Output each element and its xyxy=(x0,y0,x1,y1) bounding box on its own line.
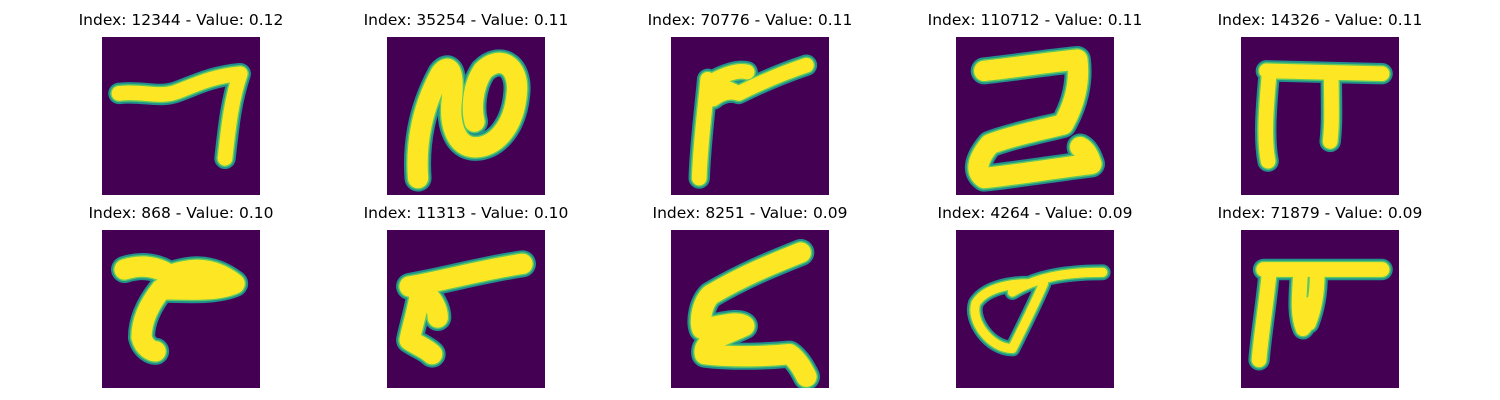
glyph-image xyxy=(102,37,260,195)
glyph-stroke xyxy=(111,66,248,166)
glyph-image xyxy=(1241,230,1399,388)
glyph-image xyxy=(387,230,545,388)
glyph-stroke xyxy=(968,49,1102,189)
panel-title: Index: 8251 - Value: 0.09 xyxy=(652,204,848,222)
panel-title: Index: 70776 - Value: 0.11 xyxy=(647,11,853,29)
glyph-image xyxy=(387,37,545,195)
glyph-stroke xyxy=(970,267,1108,354)
glyph-image xyxy=(102,230,260,388)
glyph-image xyxy=(956,37,1114,195)
glyph-stroke xyxy=(114,256,245,362)
panel-title: Index: 14326 - Value: 0.11 xyxy=(1217,11,1423,29)
glyph-image xyxy=(671,37,829,195)
glyph-stroke xyxy=(691,57,814,186)
glyph-stroke xyxy=(690,242,817,387)
panel-title: Index: 35254 - Value: 0.11 xyxy=(363,11,569,29)
glyph-stroke xyxy=(1251,262,1390,368)
glyph-image xyxy=(956,230,1114,388)
panel-title: Index: 71879 - Value: 0.09 xyxy=(1217,204,1423,222)
glyph-image xyxy=(1241,37,1399,195)
panel-title: Index: 12344 - Value: 0.12 xyxy=(78,11,284,29)
panel-title: Index: 4264 - Value: 0.09 xyxy=(937,204,1133,222)
panel-title: Index: 868 - Value: 0.10 xyxy=(88,204,274,222)
glyph-image xyxy=(671,230,829,388)
glyph-stroke xyxy=(1258,63,1390,169)
glyph-stroke xyxy=(399,253,533,365)
glyph-stroke xyxy=(407,52,528,189)
panel-title: Index: 11313 - Value: 0.10 xyxy=(363,204,569,222)
panel-title: Index: 110712 - Value: 0.11 xyxy=(927,11,1143,29)
